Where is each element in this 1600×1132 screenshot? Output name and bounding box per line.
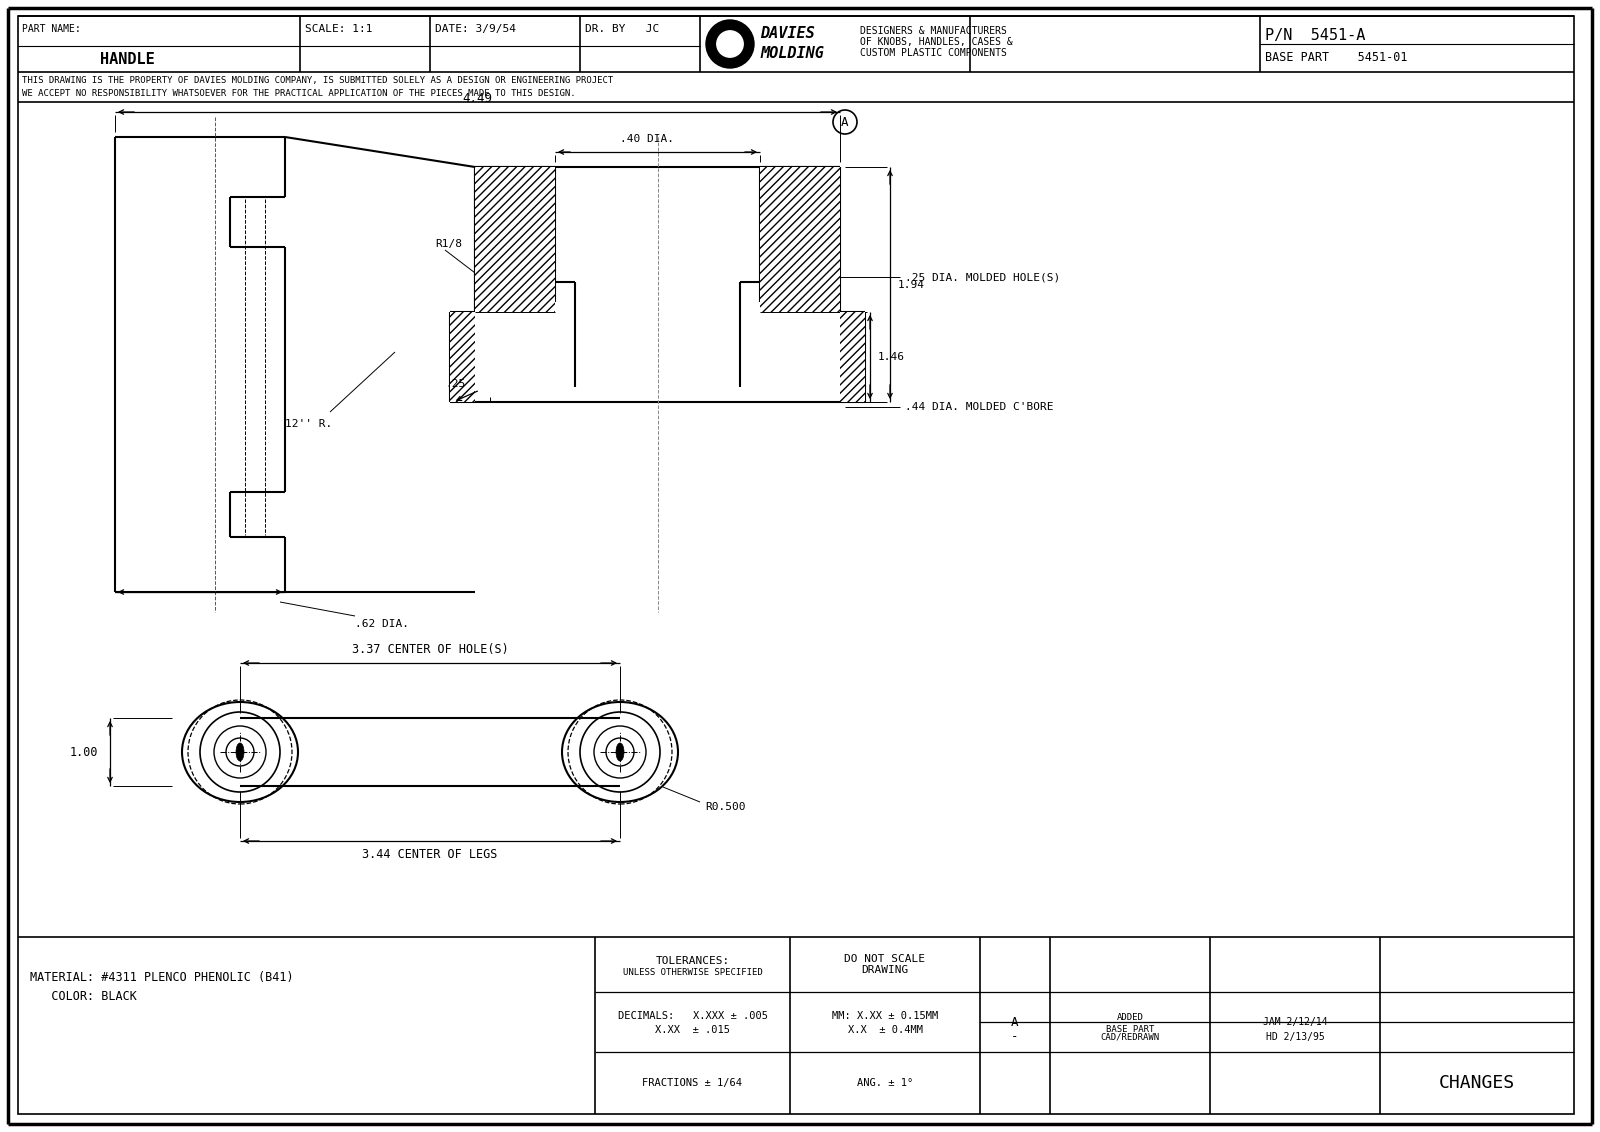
Bar: [475, 168, 555, 312]
Text: 1.00: 1.00: [69, 746, 98, 758]
Text: CAD/REDRAWN: CAD/REDRAWN: [1101, 1032, 1160, 1041]
Text: X.XX  ± .015: X.XX ± .015: [654, 1024, 730, 1035]
Text: DESIGNERS & MANUFACTURERS: DESIGNERS & MANUFACTURERS: [861, 26, 1006, 36]
Text: THIS DRAWING IS THE PROPERTY OF DAVIES MOLDING COMPANY, IS SUBMITTED SOLELY AS A: THIS DRAWING IS THE PROPERTY OF DAVIES M…: [22, 77, 613, 86]
Text: R0.500: R0.500: [706, 801, 746, 812]
Text: HANDLE: HANDLE: [99, 52, 155, 68]
Text: DR. BY   JC: DR. BY JC: [586, 24, 659, 34]
Text: R1/8: R1/8: [435, 239, 462, 249]
Text: BASE PART    5451-01: BASE PART 5451-01: [1266, 51, 1408, 65]
Text: .44 DIA. MOLDED C'BORE: .44 DIA. MOLDED C'BORE: [906, 402, 1053, 412]
Bar: [840, 312, 866, 402]
Text: CUSTOM PLASTIC COMPONENTS: CUSTOM PLASTIC COMPONENTS: [861, 48, 1006, 58]
Text: PART NAME:: PART NAME:: [22, 24, 80, 34]
Text: FRACTIONS ± 1/64: FRACTIONS ± 1/64: [643, 1078, 742, 1088]
Text: 12'' R.: 12'' R.: [285, 419, 333, 429]
Text: 1.46: 1.46: [878, 352, 906, 362]
Text: WE ACCEPT NO RESPONSIBILITY WHATSOEVER FOR THE PRACTICAL APPLICATION OF THE PIEC: WE ACCEPT NO RESPONSIBILITY WHATSOEVER F…: [22, 89, 576, 98]
Text: .25 DIA. MOLDED HOLE(S): .25 DIA. MOLDED HOLE(S): [906, 272, 1061, 282]
Circle shape: [706, 20, 754, 68]
Text: ADDED: ADDED: [1117, 1012, 1144, 1021]
Text: 3.37 CENTER OF HOLE(S): 3.37 CENTER OF HOLE(S): [352, 643, 509, 655]
Text: COLOR: BLACK: COLOR: BLACK: [30, 990, 138, 1003]
Text: .25: .25: [445, 379, 466, 389]
Text: DAVIES: DAVIES: [760, 26, 814, 42]
Text: CHANGES: CHANGES: [1438, 1074, 1515, 1092]
Text: OF KNOBS, HANDLES, CASES &: OF KNOBS, HANDLES, CASES &: [861, 37, 1013, 48]
Text: 1.94: 1.94: [898, 280, 925, 290]
Bar: [760, 168, 840, 312]
Ellipse shape: [237, 743, 243, 761]
Text: P/N  5451-A: P/N 5451-A: [1266, 28, 1365, 43]
Text: JAM 2/12/14: JAM 2/12/14: [1262, 1017, 1328, 1027]
Text: DATE: 3/9/54: DATE: 3/9/54: [435, 24, 515, 34]
Text: X.X  ± 0.4MM: X.X ± 0.4MM: [848, 1024, 923, 1035]
Text: HD 2/13/95: HD 2/13/95: [1266, 1032, 1325, 1041]
Text: A: A: [1011, 1015, 1019, 1029]
Text: DECIMALS:   X.XXX ± .005: DECIMALS: X.XXX ± .005: [618, 1011, 768, 1021]
Text: SCALE: 1:1: SCALE: 1:1: [306, 24, 373, 34]
Text: A: A: [842, 115, 848, 129]
Text: -: -: [1011, 1030, 1019, 1044]
Text: .62 DIA.: .62 DIA.: [355, 619, 410, 629]
Text: 4.49: 4.49: [462, 92, 493, 104]
Text: ANG. ± 1°: ANG. ± 1°: [858, 1078, 914, 1088]
Text: BASE PART: BASE PART: [1106, 1024, 1154, 1034]
Text: .40 DIA.: .40 DIA.: [621, 134, 675, 144]
Text: UNLESS OTHERWISE SPECIFIED: UNLESS OTHERWISE SPECIFIED: [622, 968, 762, 977]
Text: TOLERANCES:: TOLERANCES:: [656, 955, 730, 966]
Ellipse shape: [616, 743, 624, 761]
Text: MATERIAL: #4311 PLENCO PHENOLIC (B41): MATERIAL: #4311 PLENCO PHENOLIC (B41): [30, 970, 294, 984]
Text: MM: X.XX ± 0.15MM: MM: X.XX ± 0.15MM: [832, 1011, 938, 1021]
Text: 3.44 CENTER OF LEGS: 3.44 CENTER OF LEGS: [362, 849, 498, 861]
Circle shape: [717, 31, 742, 58]
Bar: [450, 312, 475, 402]
Text: MOLDING: MOLDING: [760, 46, 824, 61]
Text: DO NOT SCALE
DRAWING: DO NOT SCALE DRAWING: [845, 953, 925, 976]
